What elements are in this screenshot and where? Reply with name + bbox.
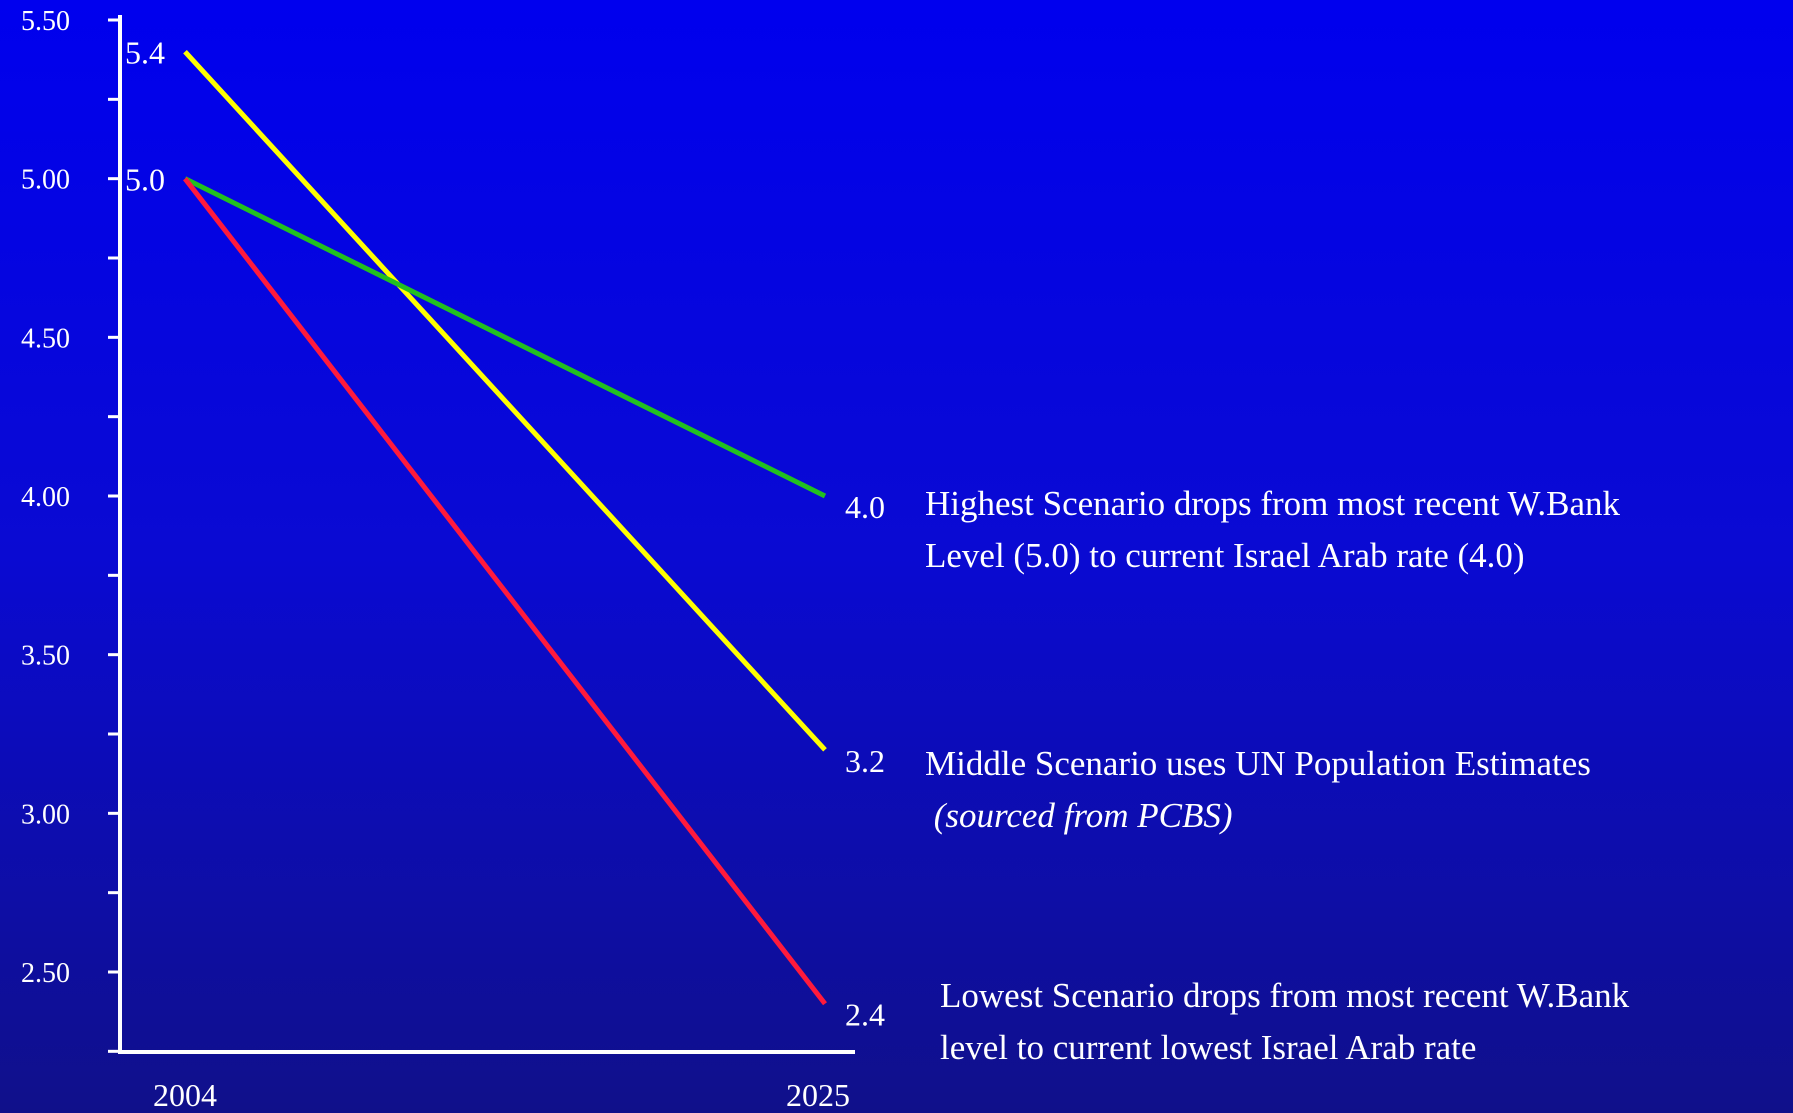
series-line [183,177,827,1006]
highest-scenario-line2: Level (5.0) to current Israel Arab rate … [925,536,1525,575]
middle-scenario-note: Middle Scenario uses UN Population Estim… [925,738,1591,842]
x-tick-label: 2025 [786,1077,850,1113]
y-tick-label: 4.00 [21,482,70,513]
y-tick-label: 2.50 [21,958,70,989]
data-labels: 5.4 3.2 5.0 4.0 2.4 [125,35,885,1033]
y-tick-label: 4.50 [21,323,70,354]
series-line [183,176,827,499]
lowest-scenario-line1: Lowest Scenario drops from most recent W… [940,976,1630,1015]
middle-scenario-line1: Middle Scenario uses UN Population Estim… [925,744,1591,783]
y-tick-label: 5.50 [21,6,70,37]
y-tick-label: 3.00 [21,799,70,830]
start-value-label: 5.4 [125,35,165,71]
end-value-label: 4.0 [845,489,885,525]
start-value-label: 5.0 [125,162,165,198]
highest-scenario-line1: Highest Scenario drops from most recent … [925,484,1621,523]
lowest-scenario-note: Lowest Scenario drops from most recent W… [940,970,1629,1074]
series-lines [183,50,827,1006]
lowest-scenario-line2: level to current lowest Israel Arab rate [940,1028,1477,1067]
middle-scenario-line2: (sourced from PCBS) [925,796,1233,835]
end-value-label: 2.4 [845,997,885,1033]
axes: 5.50 5.00 4.50 4.00 3.50 3.00 2.50 2004 2025 [21,6,855,1113]
series-line [183,50,827,752]
x-tick-label: 2004 [153,1077,217,1113]
y-tick-label: 5.00 [21,165,70,196]
end-value-label: 3.2 [845,743,885,779]
highest-scenario-note: Highest Scenario drops from most recent … [925,478,1620,582]
y-tick-label: 3.50 [21,641,70,672]
